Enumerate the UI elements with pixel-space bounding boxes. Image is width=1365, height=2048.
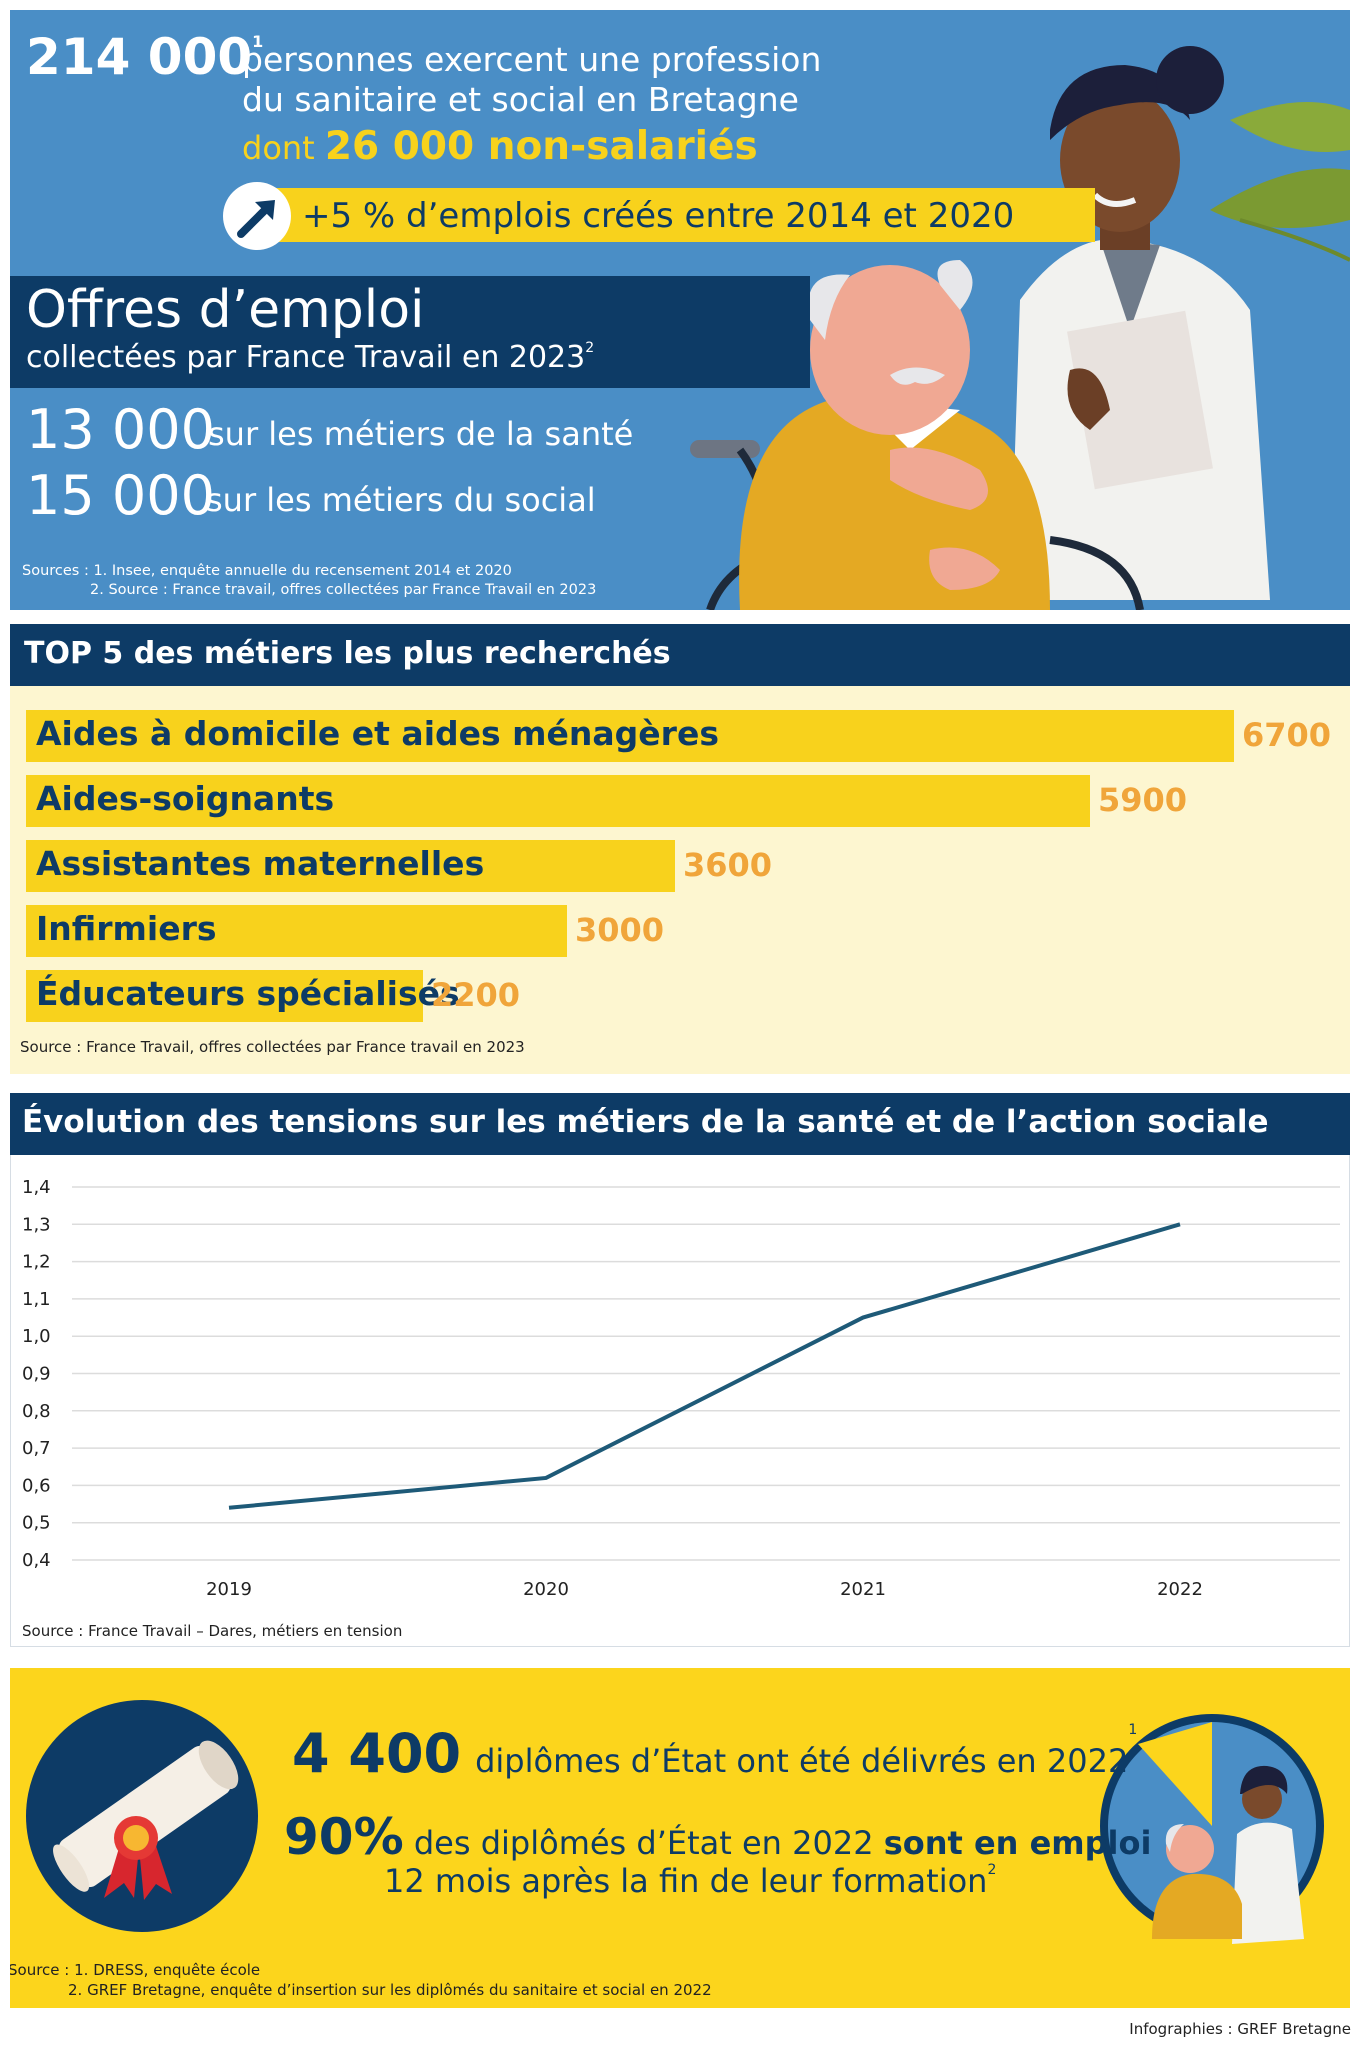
offers-subtitle: collectées par France Travail en 20232 bbox=[26, 340, 595, 375]
x-tick-label: 2021 bbox=[840, 1579, 886, 1600]
top5-title: TOP 5 des métiers les plus recherchés bbox=[24, 636, 671, 671]
y-tick-label: 0,9 bbox=[22, 1364, 51, 1385]
y-tick-label: 0,8 bbox=[22, 1401, 51, 1422]
tension-header bbox=[10, 1093, 1350, 1155]
y-tick-label: 0,5 bbox=[22, 1513, 51, 1534]
nurse-hair bbox=[1050, 65, 1190, 140]
infographic-credit: Infographies : GREF Bretagne bbox=[1129, 2020, 1351, 2038]
employees-description: personnes exercent une profession du san… bbox=[242, 40, 862, 120]
bar bbox=[26, 710, 1234, 762]
employment-rate-text: des diplômés d’État en 2022 bbox=[413, 1824, 874, 1862]
bar bbox=[26, 970, 423, 1022]
growth-banner bbox=[255, 188, 1095, 242]
employment-rate-line-2: 12 mois après la fin de leur formation2 bbox=[384, 1862, 997, 1900]
growth-text: +5 % d’emplois créés entre 2014 et 2020 bbox=[302, 196, 1015, 236]
y-tick-label: 0,6 bbox=[22, 1475, 51, 1496]
elderly-man-face bbox=[810, 265, 970, 435]
footnote-marker: 2 bbox=[585, 340, 595, 356]
employment-rate-line: 90% des diplômés d’État en 2022 sont en … bbox=[284, 1808, 1151, 1866]
social-offers-label: sur les métiers du social bbox=[206, 481, 596, 519]
y-tick-label: 1,2 bbox=[22, 1252, 51, 1273]
bar-value-label: 3600 bbox=[683, 846, 773, 884]
diplomas-count: 4 400 bbox=[292, 1722, 462, 1785]
source-line: Source : 1. DRESS, enquête école bbox=[10, 1961, 261, 1979]
diplomas-count-text: diplômes d’État ont été délivrés en 2022 bbox=[475, 1742, 1129, 1780]
employees-line-2: du sanitaire et social en Bretagne bbox=[242, 80, 799, 119]
social-offers-value: 15 000 bbox=[26, 464, 215, 527]
non-salaried-line: dont 26 000 non-salariés bbox=[242, 124, 758, 169]
employment-rate: 90% bbox=[284, 1808, 404, 1866]
non-salaried-value: 26 000 non-salariés bbox=[324, 124, 758, 169]
dont-prefix: dont bbox=[242, 129, 315, 167]
diplomas-sources: Source : 1. DRESS, enquête école 2. GREF… bbox=[10, 1960, 712, 2000]
footnote-marker: 1 bbox=[1128, 1722, 1138, 1738]
plant-leaf-icon bbox=[1210, 168, 1350, 228]
top5-source: Source : France Travail, offres collecté… bbox=[20, 1038, 525, 1056]
bar-value-label: 3000 bbox=[575, 911, 665, 949]
employees-line-1: personnes exercent une profession bbox=[242, 40, 822, 79]
plant-leaf-icon bbox=[1230, 102, 1350, 152]
health-offers-label: sur les métiers de la santé bbox=[208, 415, 634, 453]
source-line: 2. Source : France travail, offres colle… bbox=[90, 582, 597, 598]
scroll-icon bbox=[58, 1745, 231, 1888]
tension-title: Évolution des tensions sur les métiers d… bbox=[22, 1104, 1269, 1140]
x-tick-label: 2020 bbox=[523, 1579, 569, 1600]
bar-value-label: 2200 bbox=[431, 976, 521, 1014]
diploma-scroll-illustration bbox=[26, 1700, 258, 1932]
y-tick-label: 0,4 bbox=[22, 1550, 51, 1571]
x-tick-label: 2019 bbox=[206, 1579, 252, 1600]
bar-label: Assistantes maternelles bbox=[36, 844, 485, 883]
bar bbox=[26, 905, 567, 957]
y-tick-label: 1,1 bbox=[22, 1289, 51, 1310]
series-line bbox=[228, 1222, 1181, 1510]
y-tick-label: 1,4 bbox=[22, 1177, 51, 1198]
bar-label: Infirmiers bbox=[36, 909, 217, 948]
trend-up-arrow-icon bbox=[237, 200, 275, 238]
y-tick-label: 1,0 bbox=[22, 1326, 51, 1347]
hero-panel: 214 0001 personnes exercent une professi… bbox=[10, 10, 1350, 610]
bar-label: Éducateurs spécialisés bbox=[36, 974, 460, 1013]
source-line: 2. GREF Bretagne, enquête d’insertion su… bbox=[68, 1981, 712, 1999]
bar-label: Aides à domicile et aides ménagères bbox=[36, 714, 719, 753]
bar-value-label: 6700 bbox=[1242, 716, 1332, 754]
offers-title-band bbox=[10, 276, 810, 388]
footnote-marker: 1 bbox=[252, 32, 264, 51]
care-badge-illustration bbox=[1100, 1714, 1324, 1944]
diplomas-panel: 4 400 diplômes d’État ont été délivrés en… bbox=[10, 1668, 1350, 2008]
y-tick-label: 0,7 bbox=[22, 1438, 51, 1459]
bar bbox=[26, 775, 1090, 827]
hero-sources: Sources : 1. Insee, enquête annuelle du … bbox=[22, 562, 596, 600]
diplomas-count-line: 4 400 diplômes d’État ont été délivrés en… bbox=[292, 1722, 1137, 1785]
offers-title: Offres d’emploi bbox=[26, 280, 425, 340]
x-tick-label: 2022 bbox=[1157, 1579, 1203, 1600]
footnote-marker: 2 bbox=[987, 1862, 997, 1878]
tension-source: Source : France Travail – Dares, métiers… bbox=[22, 1622, 403, 1640]
y-tick-label: 1,3 bbox=[22, 1214, 51, 1235]
employment-rate-bold: sont en emploi bbox=[883, 1824, 1152, 1862]
bar bbox=[26, 840, 675, 892]
clipboard-icon bbox=[1067, 310, 1213, 490]
health-offers-value: 13 000 bbox=[26, 398, 215, 461]
source-line: Sources : 1. Insee, enquête annuelle du … bbox=[22, 563, 512, 579]
care-illustration bbox=[690, 46, 1350, 610]
tension-line-chart: 0,4 0,5 0,6 0,7 0,8 0,9 1,0 1,1 1,2 1,3 1,4 2019 202… bbox=[22, 1177, 1340, 1600]
bar-label: Aides-soignants bbox=[36, 779, 335, 818]
tension-panel bbox=[10, 1155, 1350, 1647]
bar-value-label: 5900 bbox=[1098, 781, 1188, 819]
top5-header bbox=[10, 624, 1350, 686]
total-employees: 214 0001 bbox=[26, 28, 264, 86]
growth-arrow-badge bbox=[223, 182, 291, 250]
